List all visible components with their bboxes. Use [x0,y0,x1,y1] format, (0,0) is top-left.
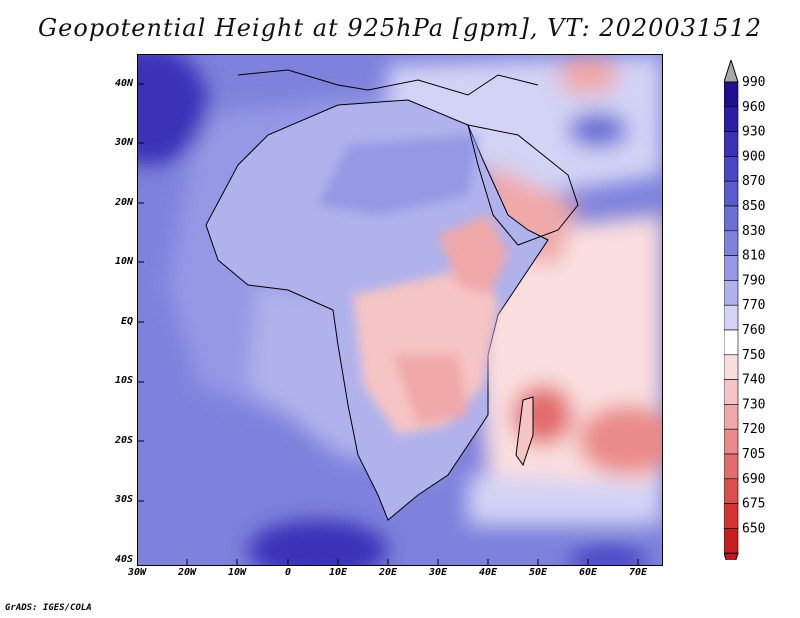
colorbar-swatch [723,453,739,480]
madagascar-outline [515,396,534,467]
lon-label: 20E [378,567,398,578]
colorbar: 990 960 930 900 870 850 830 810 790 770 760 750 740 7… [723,58,794,577]
colorbar-level-label: 760 [742,323,765,338]
colorbar-swatch [723,478,739,504]
iran-high [568,112,628,148]
colorbar-level-label: 750 [742,348,765,363]
colorbar-swatch [723,354,739,380]
graticule-ticks [138,83,639,565]
lat-label: 10S [114,375,133,386]
colorbar-swatch [723,81,739,108]
southern-indian-band [468,475,662,525]
chart-title: Geopotential Height at 925hPa [gpm], VT:… [38,14,762,42]
colorbar-swatch [723,156,739,182]
lon-label: 50E [528,567,548,578]
lon-label: 60E [578,567,598,578]
lon-label: 10E [328,567,348,578]
lat-label: EQ [120,316,133,327]
colorbar-level-label: 930 [742,125,765,140]
colorbar-swatch [723,180,739,207]
colorbar-swatch [723,503,739,529]
ethiopia-low [438,215,508,295]
south-atlantic-high [248,520,388,565]
colorbar-swatch [723,205,739,232]
colorbar-level-label: 730 [742,397,765,412]
colorbar-level-label: 705 [742,447,765,462]
lon-label: 40E [478,567,498,578]
colorbar-swatch [723,131,739,157]
colorbar-level-label: 790 [742,273,765,288]
colorbar-level-label: 990 [742,75,765,90]
lon-label: 0 [284,567,292,578]
lat-label: 40S [114,554,133,565]
colorbar-level-label: 810 [742,249,765,264]
colorbar-bottom-arrow [723,552,739,577]
colorbar-swatch [723,379,739,405]
colorbar-level-label: 870 [742,174,765,189]
footer-credit: GrADS: IGES/COLA [5,603,92,613]
colorbar-level-label: 830 [742,224,765,239]
colorbar-level-label: 960 [742,100,765,115]
map-panel [137,54,663,566]
colorbar-level-label: 770 [742,298,765,313]
colorbar-swatch [723,428,739,455]
indian-ocean-low [578,405,662,475]
colorbar-swatch [723,304,739,331]
colorbar-swatch [723,528,739,554]
colorbar-level-label: 675 [742,497,765,512]
lat-label: 30N [114,137,133,148]
lat-label: 20N [114,197,133,208]
arabia-outline [467,124,579,246]
colorbar-svg: 990 960 930 900 870 850 830 810 790 770 760 750 740 7… [723,58,765,577]
lon-label: 10W [227,567,247,578]
zambia-low [393,355,468,425]
lat-label: 30S [114,494,133,505]
colorbar-swatch [723,280,739,306]
colorbar-top-arrow [723,58,739,83]
colorbar-level-label: 650 [742,521,765,536]
middle-east-low [558,55,618,95]
lat-label: 20S [114,435,133,446]
colorbar-level-label: 740 [742,373,765,388]
lon-label: 20W [177,567,197,578]
colorbar-swatch [723,230,739,256]
lon-label: 70E [628,567,648,578]
colorbar-level-label: 900 [742,149,765,164]
europe-coastline [237,69,539,96]
colorbar-swatch [723,106,739,132]
colorbar-swatch [723,255,739,281]
colorbar-swatch [723,404,739,430]
lat-label: 10N [114,256,133,267]
lon-label: 30E [428,567,448,578]
map-svg [138,55,662,565]
sahara-field [318,135,478,215]
azores-high [138,55,208,165]
lon-label: 30W [127,567,147,578]
colorbar-level-label: 690 [742,472,765,487]
lat-label: 40N [114,78,133,89]
colorbar-level-label: 720 [742,422,765,437]
colorbar-level-label: 850 [742,199,765,214]
colorbar-swatch [723,329,739,356]
